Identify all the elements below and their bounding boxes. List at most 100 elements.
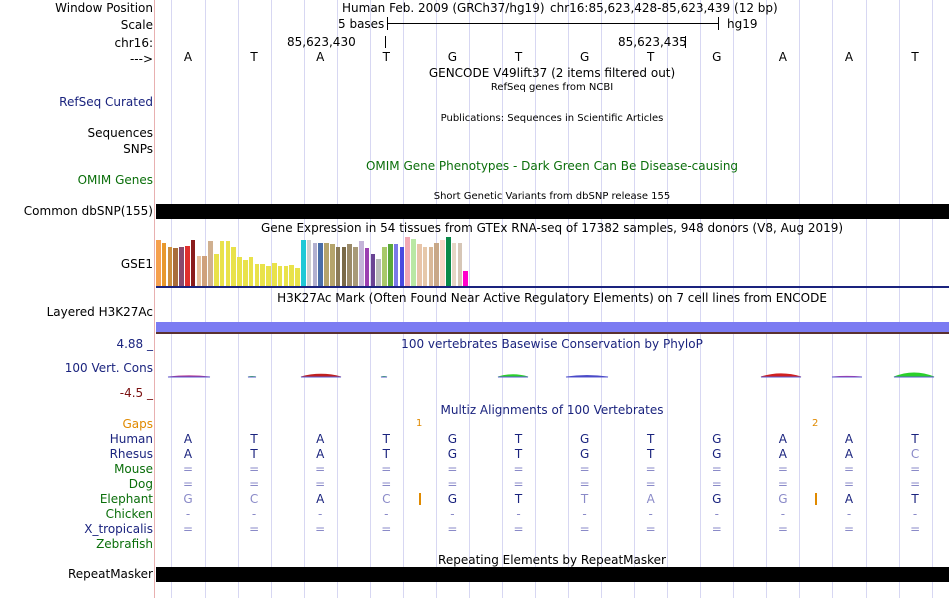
h3k27-label[interactable]: Layered H3K27Ac — [46, 305, 153, 319]
gtex-bar[interactable] — [411, 239, 416, 286]
base-letter: A — [778, 50, 787, 64]
gtex-bar[interactable] — [260, 263, 265, 286]
cons-label[interactable]: 100 Vert. Cons — [64, 361, 153, 375]
species-label-chicken[interactable]: Chicken — [105, 507, 153, 521]
insertion-marker[interactable] — [419, 493, 421, 505]
gtex-bar[interactable] — [318, 243, 323, 286]
gtex-bar[interactable] — [254, 263, 260, 286]
gtex-bar[interactable] — [243, 260, 248, 286]
alignment-base: = — [182, 477, 194, 491]
sequences-label[interactable]: Sequences — [87, 126, 153, 140]
gtex-bar[interactable] — [364, 247, 370, 286]
gtex-bar[interactable] — [306, 240, 312, 286]
gtex-bar[interactable] — [457, 243, 463, 286]
gencode-track-title[interactable]: GENCODE V49lift37 (2 items filtered out) — [428, 66, 676, 80]
gtex-bar[interactable] — [277, 266, 283, 286]
h3k27-track-title: H3K27Ac Mark (Often Found Near Active Re… — [277, 291, 827, 305]
gtex-bar[interactable] — [434, 243, 439, 286]
dbsnp-bar[interactable] — [156, 204, 949, 219]
gtex-bar[interactable] — [173, 247, 178, 286]
gtex-bar[interactable] — [219, 241, 225, 286]
alignment-base: = — [182, 522, 194, 536]
gtex-bar[interactable] — [295, 268, 300, 286]
gtex-bar[interactable] — [225, 241, 231, 286]
gtex-bar[interactable] — [376, 258, 381, 286]
window-position-label[interactable]: Window Position — [55, 1, 153, 15]
gtex-bar-chart[interactable] — [156, 237, 949, 286]
gtex-bar[interactable] — [440, 240, 445, 286]
gtex-bar[interactable] — [353, 246, 358, 286]
species-label-rhesus[interactable]: Rhesus — [109, 447, 153, 461]
scale-bar-right-tick — [718, 17, 719, 30]
species-label-elephant[interactable]: Elephant — [99, 492, 153, 506]
alignment-base: = — [711, 462, 722, 476]
gtex-bar[interactable] — [428, 246, 434, 286]
gtex-bar[interactable] — [451, 243, 457, 286]
refseq-label[interactable]: RefSeq Curated — [59, 95, 153, 109]
gtex-bar[interactable] — [208, 241, 213, 286]
gtex-bar[interactable] — [405, 237, 410, 286]
gtex-bar[interactable] — [214, 254, 219, 286]
gtex-bar[interactable] — [399, 246, 405, 286]
gtex-bar[interactable] — [196, 255, 202, 286]
gtex-bar[interactable] — [161, 243, 167, 286]
insertion-marker[interactable] — [815, 493, 817, 505]
gtex-bar[interactable] — [417, 244, 422, 286]
chrom-label[interactable]: chr16: — [114, 36, 153, 50]
alignment-base: = — [381, 462, 392, 476]
alignment-base: = — [843, 477, 855, 491]
gtex-bar[interactable] — [463, 270, 468, 286]
scale-label[interactable]: Scale — [120, 18, 153, 32]
gtex-bar[interactable] — [237, 256, 242, 286]
position-label: chr16:85,623,428-85,623,439 (12 bp) — [550, 1, 778, 15]
gtex-bar[interactable] — [446, 237, 451, 286]
gtex-bar[interactable] — [312, 243, 318, 286]
base-letter: G — [579, 50, 590, 64]
gtex-bar[interactable] — [266, 266, 271, 286]
phylop-signal[interactable] — [156, 364, 949, 388]
gtex-bar[interactable] — [231, 246, 236, 286]
gtex-bar[interactable] — [382, 246, 387, 286]
gtex-bar[interactable] — [324, 243, 329, 286]
h3k27-signal[interactable] — [156, 322, 949, 332]
alignment-base: = — [579, 477, 590, 491]
gtex-bar[interactable] — [335, 246, 341, 286]
gtex-bar[interactable] — [156, 240, 161, 286]
dbsnp-label[interactable]: Common dbSNP(155) — [23, 204, 153, 218]
gtex-bar[interactable] — [190, 240, 196, 286]
species-label-x_tropicalis[interactable]: X_tropicalis — [84, 522, 153, 536]
species-label-dog[interactable]: Dog — [128, 477, 153, 491]
repeatmasker-label[interactable]: RepeatMasker — [67, 567, 153, 581]
species-label-mouse[interactable]: Mouse — [114, 462, 153, 476]
gtex-bar[interactable] — [330, 244, 335, 286]
gtex-bar[interactable] — [202, 255, 207, 286]
gtex-bar[interactable] — [370, 254, 376, 286]
gtex-bar[interactable] — [283, 266, 289, 286]
gse-label[interactable]: GSE1 — [120, 257, 153, 271]
gtex-bar[interactable] — [359, 241, 364, 286]
species-label-human[interactable]: Human — [109, 432, 153, 446]
gtex-bar[interactable] — [341, 246, 347, 286]
cons-max-label: 4.88 _ — [116, 337, 153, 351]
species-label-zebrafish[interactable]: Zebrafish — [96, 537, 153, 551]
alignment-base: C — [910, 447, 920, 461]
gtex-bar[interactable] — [393, 244, 399, 286]
omim-label[interactable]: OMIM Genes — [77, 173, 153, 187]
gtex-bar[interactable] — [388, 244, 393, 286]
gtex-bar[interactable] — [272, 262, 277, 286]
gaps-label[interactable]: Gaps — [122, 417, 153, 431]
gtex-bar[interactable] — [248, 256, 254, 286]
snps-label[interactable]: SNPs — [123, 142, 153, 156]
repeatmasker-bar[interactable] — [156, 567, 949, 582]
gtex-bar[interactable] — [301, 240, 306, 286]
base-letter: A — [844, 50, 854, 64]
gtex-bar[interactable] — [179, 246, 184, 286]
gtex-bar[interactable] — [347, 244, 352, 286]
alignment-base: - — [714, 507, 719, 521]
gap-marker-2[interactable]: 2 — [812, 418, 819, 429]
gtex-bar[interactable] — [167, 246, 173, 286]
gtex-bar[interactable] — [422, 246, 428, 286]
gtex-bar[interactable] — [185, 245, 190, 286]
gap-marker-1[interactable]: 1 — [416, 418, 423, 429]
gtex-bar[interactable] — [289, 265, 294, 286]
